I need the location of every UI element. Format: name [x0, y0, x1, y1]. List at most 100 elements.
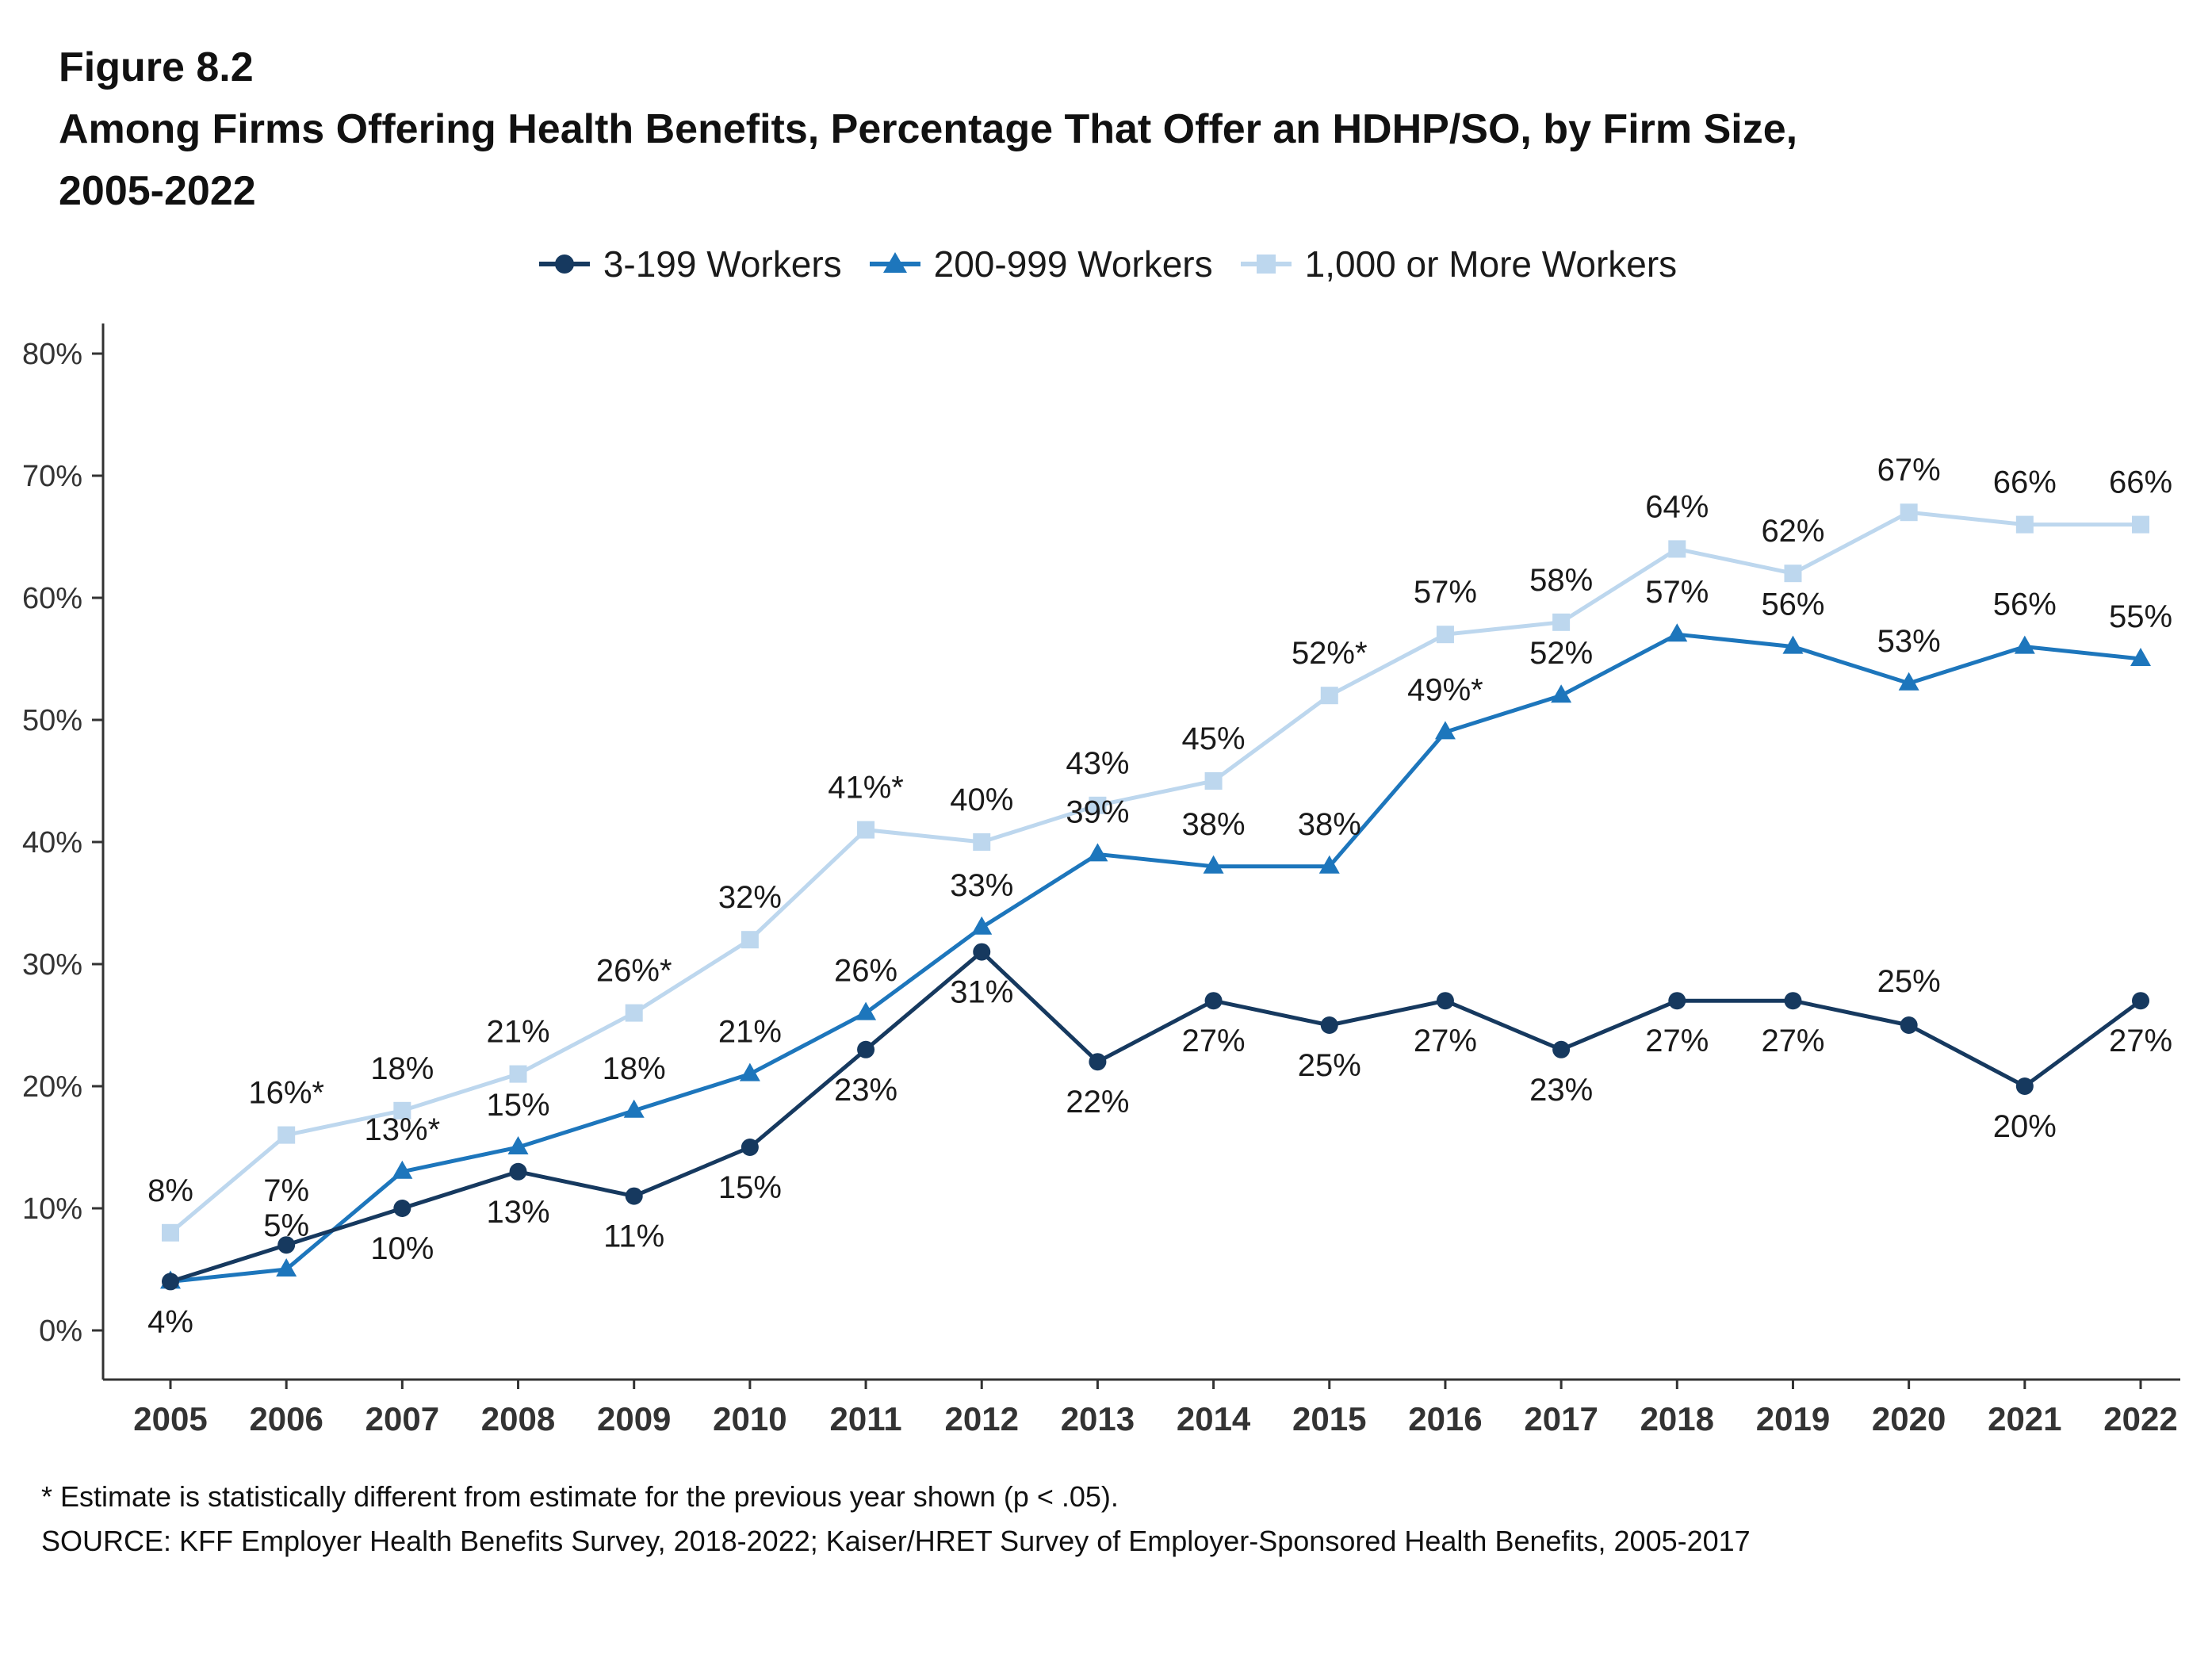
data-label: 31% [950, 975, 1013, 1010]
data-label: 52%* [1292, 636, 1368, 671]
data-label: 4% [147, 1304, 193, 1339]
data-label: 25% [1298, 1048, 1361, 1083]
figure-header: Figure 8.2 Among Firms Offering Health B… [0, 0, 2212, 222]
footnote-source: SOURCE: KFF Employer Health Benefits Sur… [41, 1524, 1751, 1557]
triangle-marker [392, 1160, 413, 1179]
square-marker [857, 821, 875, 839]
data-label: 23% [834, 1073, 897, 1108]
y-tick-label: 70% [22, 460, 82, 493]
data-label: 18% [603, 1051, 666, 1086]
x-tick-label: 2013 [1061, 1400, 1135, 1437]
chart-legend: 3-199 Workers 200-999 Workers 1,000 or M… [0, 243, 2212, 285]
y-tick-label: 0% [39, 1315, 82, 1348]
y-tick-label: 20% [22, 1070, 82, 1104]
data-label: 52% [1529, 636, 1593, 671]
square-marker [1784, 565, 1802, 583]
legend-item-1000-or-more-workers: 1,000 or More Workers [1237, 243, 1678, 285]
data-label: 8% [147, 1173, 193, 1208]
square-marker [1320, 687, 1338, 705]
circle-marker [393, 1200, 411, 1217]
legend-item-3-199-workers: 3-199 Workers [535, 243, 842, 285]
data-label: 62% [1761, 514, 1824, 549]
data-label: 27% [1761, 1024, 1824, 1058]
square-marker [277, 1126, 296, 1144]
triangle-marker [2014, 635, 2035, 654]
triangle-marker [1203, 855, 1224, 874]
square-marker [1436, 626, 1454, 644]
data-label: 10% [370, 1231, 434, 1266]
triangle-marker [1434, 721, 1456, 740]
x-tick-label: 2017 [1524, 1400, 1598, 1437]
data-label: 27% [1414, 1024, 1477, 1058]
data-label: 32% [718, 880, 782, 915]
circle-marker [162, 1273, 179, 1291]
triangle-marker [623, 1099, 645, 1118]
x-tick-label: 2009 [597, 1400, 671, 1437]
data-label: 57% [1645, 575, 1709, 610]
circle-marker [625, 1187, 643, 1205]
triangle-marker-icon [869, 252, 920, 273]
y-tick-label: 80% [22, 338, 82, 371]
data-label: 23% [1529, 1073, 1593, 1108]
circle-marker [741, 1139, 759, 1156]
data-label: 27% [1182, 1024, 1246, 1058]
data-label: 15% [718, 1170, 782, 1205]
data-label: 21% [718, 1015, 782, 1050]
x-tick-label: 2011 [829, 1400, 901, 1437]
square-marker [393, 1101, 411, 1120]
line-chart: 0% 10% 20% 30% 40% 50% 60% 70% 80% 2005 2006 2007 20… [22, 323, 2180, 1437]
data-label: 57% [1414, 575, 1477, 610]
square-marker [162, 1223, 179, 1242]
legend-label: 3-199 Workers [603, 243, 842, 285]
data-label: 67% [1877, 453, 1941, 488]
circle-marker [1436, 992, 1454, 1010]
triangle-marker [2130, 648, 2151, 666]
data-label: 25% [1877, 964, 1941, 999]
x-tick-label: 2015 [1292, 1400, 1366, 1437]
data-label: 66% [1993, 465, 2057, 500]
triangle-marker [739, 1062, 760, 1081]
x-tick-label: 2020 [1872, 1400, 1946, 1437]
data-label: 27% [1645, 1024, 1709, 1058]
square-marker [1900, 503, 1918, 522]
data-label: 27% [2109, 1024, 2172, 1058]
triangle-marker [1667, 623, 1688, 642]
y-tick-label: 50% [22, 704, 82, 737]
y-tick-label: 30% [22, 948, 82, 982]
data-label: 13% [486, 1195, 549, 1230]
data-label: 18% [370, 1051, 434, 1086]
triangle-marker [507, 1136, 529, 1154]
square-marker [1668, 540, 1686, 558]
data-label: 41%* [828, 771, 904, 806]
series-200-999-workers: 5%13%*15%18%21%26%33%39% 38% 38%49%*52%57%… [160, 575, 2172, 1289]
triangle-marker [1087, 843, 1108, 862]
data-label: 43% [1066, 746, 1129, 781]
figure-title-line-1: Among Firms Offering Health Benefits, Pe… [59, 106, 1798, 152]
series-1-000-or-more-workers: 8% 16%* 18% 21% 26%* 32% 41%* 40% 43% 45% 52%* 57% 5… [147, 453, 2172, 1242]
circle-marker-icon [538, 255, 590, 274]
data-label: 26% [834, 954, 897, 989]
data-label: 66% [2109, 465, 2172, 500]
data-label: 45% [1182, 722, 1246, 756]
data-label: 26%* [596, 954, 672, 989]
circle-marker [1089, 1053, 1107, 1071]
data-label: 40% [950, 783, 1013, 817]
data-label: 21% [486, 1015, 549, 1050]
circle-marker [973, 943, 991, 961]
data-label: 58% [1529, 563, 1593, 598]
data-label: 13%* [365, 1112, 441, 1147]
legend-label: 1,000 or More Workers [1304, 243, 1678, 285]
data-label: 38% [1298, 807, 1361, 842]
series-line [169, 510, 2141, 1234]
data-label: 38% [1182, 807, 1246, 842]
square-marker [625, 1004, 643, 1022]
data-label: 56% [1761, 588, 1824, 622]
figure-title-line-2: 2005-2022 [59, 168, 256, 214]
circle-marker [277, 1236, 296, 1254]
circle-marker [1900, 1016, 1918, 1034]
square-marker [2132, 515, 2149, 534]
x-tick-label: 2012 [945, 1400, 1019, 1437]
x-tick-label: 2022 [2103, 1400, 2177, 1437]
square-marker-icon [1240, 255, 1292, 274]
